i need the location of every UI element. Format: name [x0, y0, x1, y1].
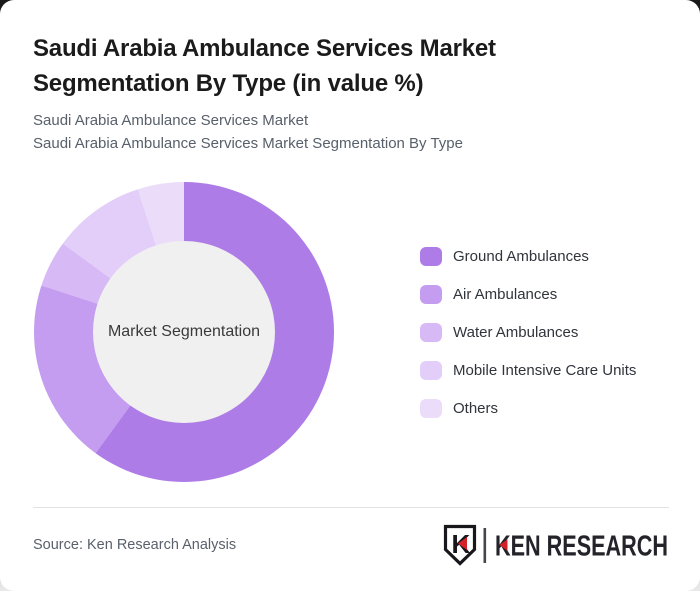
legend-label: Water Ambulances	[453, 324, 579, 341]
legend-swatch	[420, 361, 442, 380]
legend-swatch	[420, 323, 442, 342]
footer-divider	[33, 507, 669, 508]
legend-label: Others	[453, 400, 499, 417]
ken-research-logo-graphic: K KEN RESEARCH	[443, 524, 668, 566]
brand-wordmark: KEN RESEARCH	[495, 531, 668, 563]
legend-item-ground-ambulances: Ground Ambulances	[420, 247, 636, 266]
subtitle-line-1: Saudi Arabia Ambulance Services Market	[33, 112, 309, 129]
legend-label: Air Ambulances	[453, 286, 558, 303]
legend-label: Ground Ambulances	[453, 248, 589, 265]
legend-item-water-ambulances: Water Ambulances	[420, 323, 636, 342]
legend-item-mobile-intensive-care-units: Mobile Intensive Care Units	[420, 361, 636, 380]
wordmark-red-triangle-icon	[499, 539, 508, 551]
logo-divider-bar	[483, 528, 487, 563]
donut-center-label: Market Segmentation	[107, 323, 261, 340]
subtitle-block: Saudi Arabia Ambulance Services Market S…	[33, 110, 593, 155]
subtitle-line-2: Saudi Arabia Ambulance Services Market S…	[33, 134, 463, 152]
chart-legend: Ground Ambulances Air Ambulances Water A…	[420, 247, 636, 437]
legend-item-air-ambulances: Air Ambulances	[420, 285, 636, 304]
ken-shield-icon	[443, 524, 477, 566]
shield-red-triangle-icon	[458, 537, 467, 550]
legend-swatch	[420, 247, 442, 266]
donut-chart: Market Segmentation	[34, 182, 334, 482]
legend-label: Mobile Intensive Care Units	[453, 362, 637, 379]
ken-research-logo: K KEN RESEARCH	[442, 524, 670, 566]
legend-swatch	[420, 285, 442, 304]
page-title: Saudi Arabia Ambulance Services Market S…	[33, 35, 496, 97]
legend-swatch	[420, 399, 442, 418]
legend-item-others: Others	[420, 399, 636, 418]
donut-center: Market Segmentation	[93, 241, 275, 423]
source-note: Source: Ken Research Analysis	[33, 537, 237, 553]
footer: Source: Ken Research Analysis K KEN RESE…	[33, 524, 670, 566]
